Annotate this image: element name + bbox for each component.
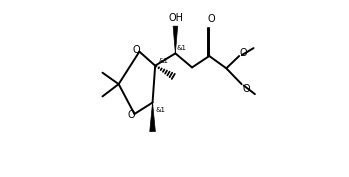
Text: &1: &1 bbox=[159, 58, 169, 64]
Text: O: O bbox=[240, 48, 247, 58]
Text: O: O bbox=[127, 110, 135, 120]
Polygon shape bbox=[173, 26, 178, 53]
Text: &1: &1 bbox=[177, 45, 187, 52]
Polygon shape bbox=[150, 102, 155, 132]
Text: OH: OH bbox=[169, 13, 184, 23]
Text: O: O bbox=[207, 14, 215, 24]
Text: O: O bbox=[242, 84, 250, 94]
Text: &1: &1 bbox=[156, 107, 166, 113]
Text: O: O bbox=[132, 44, 140, 55]
